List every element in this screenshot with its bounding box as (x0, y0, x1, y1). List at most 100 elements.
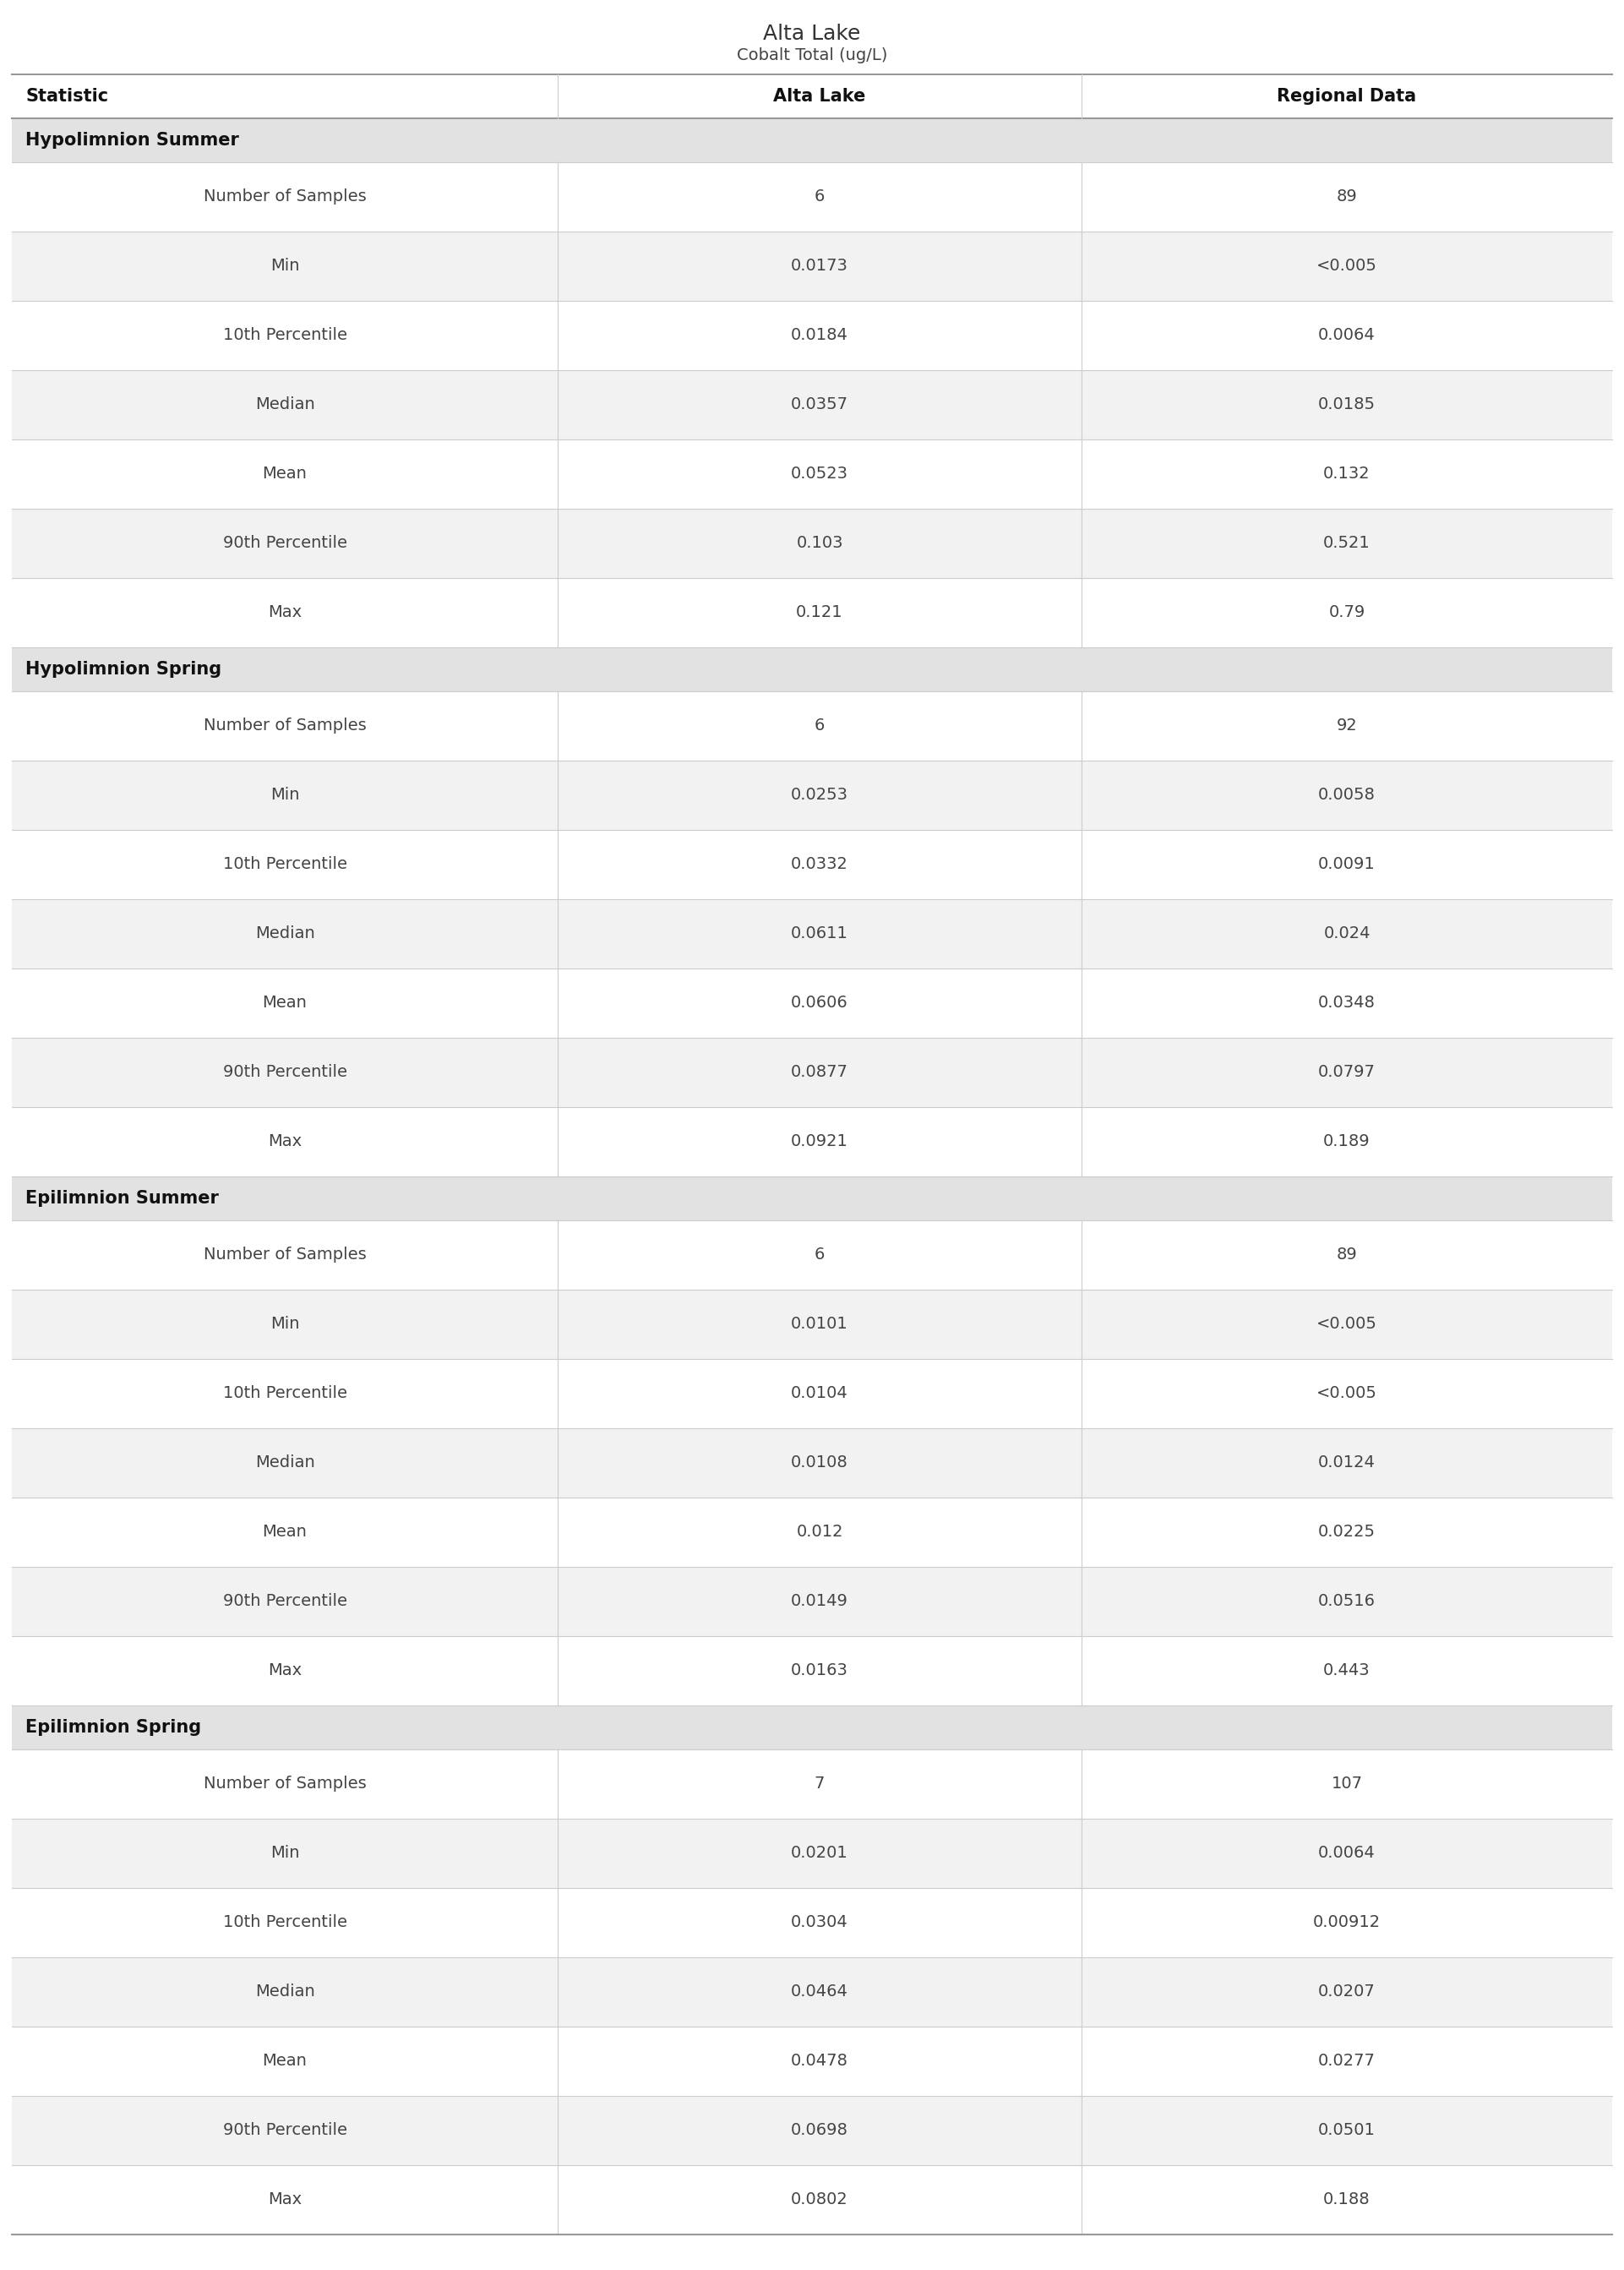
Text: 0.189: 0.189 (1324, 1133, 1371, 1151)
Text: 0.0101: 0.0101 (791, 1317, 848, 1332)
Text: 0.0501: 0.0501 (1319, 2122, 1376, 2138)
Text: Epilimnion Summer: Epilimnion Summer (26, 1189, 219, 1208)
Text: <0.005: <0.005 (1317, 1317, 1377, 1332)
Text: 0.0163: 0.0163 (791, 1664, 848, 1680)
Text: 0.0797: 0.0797 (1319, 1065, 1376, 1081)
Bar (11, 1221, 1613, 1289)
Text: Max: Max (268, 2193, 302, 2209)
Text: 0.0253: 0.0253 (791, 788, 848, 804)
Text: 0.0184: 0.0184 (791, 327, 848, 343)
Text: 0.0104: 0.0104 (791, 1385, 848, 1401)
Text: 0.0332: 0.0332 (791, 856, 848, 872)
Text: 0.0464: 0.0464 (791, 1984, 848, 2000)
Text: 0.0124: 0.0124 (1319, 1455, 1376, 1471)
Text: 90th Percentile: 90th Percentile (222, 2122, 348, 2138)
Text: Median: Median (255, 926, 315, 942)
Text: <0.005: <0.005 (1317, 1385, 1377, 1401)
Text: 89: 89 (1337, 1246, 1358, 1262)
Text: Number of Samples: Number of Samples (203, 1775, 365, 1791)
Text: Cobalt Total (ug/L): Cobalt Total (ug/L) (737, 48, 887, 64)
Bar (11, 1360, 1613, 1428)
Bar (11, 899, 1613, 969)
Text: Mean: Mean (263, 2054, 307, 2070)
Text: 6: 6 (814, 1246, 825, 1262)
Text: Hypolimnion Spring: Hypolimnion Spring (26, 661, 221, 679)
Text: 0.0877: 0.0877 (791, 1065, 848, 1081)
Text: 0.012: 0.012 (796, 1523, 843, 1541)
Text: 0.0357: 0.0357 (791, 397, 848, 413)
Text: 10th Percentile: 10th Percentile (222, 1385, 348, 1401)
Text: 0.0698: 0.0698 (791, 2122, 848, 2138)
Bar (11, 1750, 1613, 1818)
Bar (11, 647, 1613, 692)
Text: Alta Lake: Alta Lake (773, 89, 866, 104)
Text: 10th Percentile: 10th Percentile (222, 327, 348, 343)
Text: 10th Percentile: 10th Percentile (222, 856, 348, 872)
Bar (11, 1498, 1613, 1566)
Text: Max: Max (268, 1133, 302, 1151)
Text: 10th Percentile: 10th Percentile (222, 1914, 348, 1932)
Bar (11, 692, 1613, 760)
Text: Median: Median (255, 1984, 315, 2000)
Text: 0.0201: 0.0201 (791, 1846, 848, 1861)
Text: 0.0516: 0.0516 (1319, 1594, 1376, 1609)
Text: 0.103: 0.103 (796, 536, 843, 552)
Bar (11, 969, 1613, 1037)
Text: Alta Lake: Alta Lake (763, 23, 861, 43)
Text: Max: Max (268, 604, 302, 620)
Text: 0.0091: 0.0091 (1319, 856, 1376, 872)
Bar (11, 1889, 1613, 1957)
Bar (11, 1037, 1613, 1108)
Bar (11, 440, 1613, 508)
Text: Min: Min (270, 1317, 299, 1332)
Text: Mean: Mean (263, 465, 307, 481)
Text: 0.0149: 0.0149 (791, 1594, 848, 1609)
Bar (11, 1705, 1613, 1750)
Bar (11, 2095, 1613, 2166)
Text: 0.132: 0.132 (1324, 465, 1371, 481)
Bar (11, 2027, 1613, 2095)
Text: 0.0173: 0.0173 (791, 259, 848, 275)
Text: 0.0207: 0.0207 (1319, 1984, 1376, 2000)
Bar (11, 302, 1613, 370)
Text: 0.0064: 0.0064 (1319, 1846, 1376, 1861)
Text: Epilimnion Spring: Epilimnion Spring (26, 1718, 201, 1737)
Bar (11, 1637, 1613, 1705)
Text: Mean: Mean (263, 994, 307, 1010)
Text: 0.024: 0.024 (1324, 926, 1371, 942)
Bar (11, 1176, 1613, 1221)
Text: 0.0478: 0.0478 (791, 2054, 848, 2070)
Text: 6: 6 (814, 188, 825, 204)
Text: 0.79: 0.79 (1328, 604, 1366, 620)
Text: Hypolimnion Summer: Hypolimnion Summer (26, 132, 239, 150)
Bar (11, 1957, 1613, 2027)
Text: Max: Max (268, 1664, 302, 1680)
Text: Min: Min (270, 259, 299, 275)
Text: 0.0523: 0.0523 (791, 465, 848, 481)
Bar (11, 75, 1613, 118)
Text: 0.0611: 0.0611 (791, 926, 848, 942)
Text: Median: Median (255, 1455, 315, 1471)
Bar (11, 161, 1613, 232)
Text: Number of Samples: Number of Samples (203, 1246, 365, 1262)
Text: Number of Samples: Number of Samples (203, 188, 365, 204)
Text: Statistic: Statistic (26, 89, 109, 104)
Text: 0.0348: 0.0348 (1319, 994, 1376, 1010)
Text: 6: 6 (814, 717, 825, 733)
Text: 90th Percentile: 90th Percentile (222, 1065, 348, 1081)
Text: 0.121: 0.121 (796, 604, 843, 620)
Bar (11, 232, 1613, 302)
Text: Regional Data: Regional Data (1276, 89, 1416, 104)
Bar (11, 1428, 1613, 1498)
Text: Min: Min (270, 788, 299, 804)
Text: 0.0185: 0.0185 (1319, 397, 1376, 413)
Text: 0.0921: 0.0921 (791, 1133, 848, 1151)
Bar (11, 579, 1613, 647)
Text: Number of Samples: Number of Samples (203, 717, 365, 733)
Bar (11, 1289, 1613, 1360)
Text: 90th Percentile: 90th Percentile (222, 1594, 348, 1609)
Text: 0.188: 0.188 (1324, 2193, 1371, 2209)
Bar (11, 2166, 1613, 2234)
Text: 0.0225: 0.0225 (1319, 1523, 1376, 1541)
Bar (11, 508, 1613, 579)
